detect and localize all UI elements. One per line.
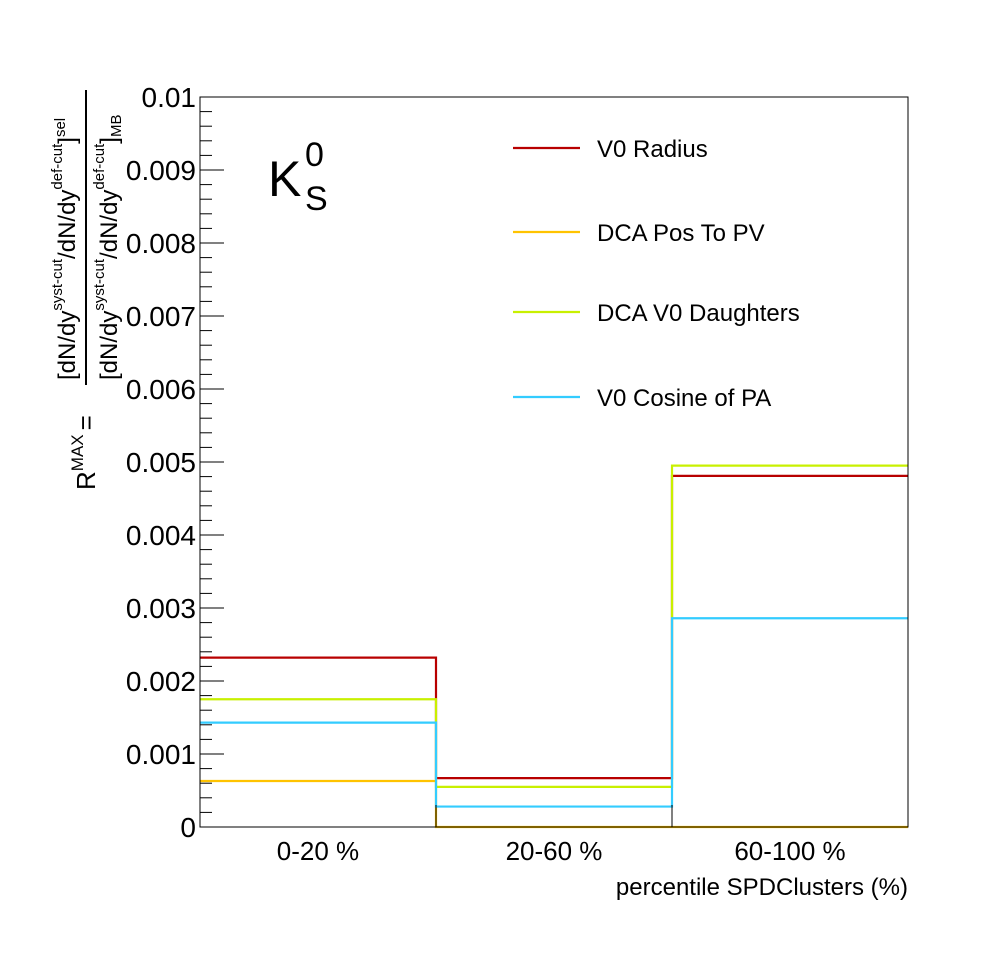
- particle-label-main: K: [268, 151, 301, 207]
- legend-label-0: V0 Radius: [597, 136, 708, 163]
- y-title-den-sup2: def-cut: [91, 143, 108, 190]
- particle-label: K 0 S: [268, 136, 328, 218]
- x-category-label: 20-60 %: [506, 836, 603, 866]
- x-axis-title: percentile SPDClusters (%): [616, 874, 908, 901]
- y-title-prefix: R: [71, 471, 101, 490]
- legend-label-1: DCA Pos To PV: [597, 220, 765, 247]
- y-title-equals: =: [71, 415, 101, 430]
- series-line-0: [200, 474, 908, 780]
- svg-text:[dN/dysyst-cut/dN/dydef-cut]se: [dN/dysyst-cut/dN/dydef-cut]sel: [49, 118, 81, 380]
- x-category-label: 0-20 %: [277, 836, 359, 866]
- y-tick-label: 0.007: [126, 301, 196, 332]
- legend-label-3: V0 Cosine of PA: [597, 385, 771, 412]
- x-category-label: 60-100 %: [734, 836, 845, 866]
- y-title-num-sup1: syst-cut: [49, 258, 66, 311]
- y-tick-label: 0.006: [126, 374, 196, 405]
- y-title-num-close: ]: [54, 137, 81, 144]
- particle-label-sup: 0: [305, 136, 324, 174]
- y-tick-label: 0.004: [126, 520, 196, 551]
- y-title-prefix-sup: MAX: [68, 434, 87, 471]
- y-tick-label: 0.01: [142, 82, 197, 113]
- y-axis-title: RMAX= [dN/dysyst-cut/dN/dydef-cut]sel [d…: [49, 90, 125, 490]
- legend: V0 Radius DCA Pos To PV DCA V0 Daughters V0…: [513, 136, 800, 412]
- particle-label-sub: S: [305, 180, 328, 218]
- y-title-den: [dN/dy: [96, 311, 123, 380]
- svg-text:[dN/dysyst-cut/dN/dydef-cut]MB: [dN/dysyst-cut/dN/dydef-cut]MB: [91, 115, 125, 380]
- y-axis-tick-labels: 0 0.001 0.002 0.003 0.004 0.005 0.006 0.007 0.00…: [126, 82, 196, 843]
- y-tick-label: 0.001: [126, 739, 196, 770]
- y-tick-label: 0.008: [126, 228, 196, 259]
- x-axis-category-labels: 0-20 % 20-60 % 60-100 %: [277, 836, 846, 866]
- y-title-den-sup1: syst-cut: [91, 258, 108, 311]
- legend-label-2: DCA V0 Daughters: [597, 300, 800, 327]
- y-title-den-mid: /dN/dy: [96, 190, 123, 259]
- y-title-den-close: ]: [96, 137, 123, 144]
- y-axis-ticks: [200, 96, 673, 828]
- y-tick-label: 0.002: [126, 666, 196, 697]
- series-line-2: [200, 464, 908, 788]
- y-tick-label: 0.005: [126, 447, 196, 478]
- svg-text:RMAX=: RMAX =: [68, 415, 101, 490]
- series-line-3: [200, 617, 908, 808]
- y-title-num-sup2: def-cut: [49, 143, 66, 190]
- y-title-num-mid: /dN/dy: [54, 190, 81, 259]
- y-tick-label: 0: [180, 812, 196, 843]
- y-title-num-sub: sel: [52, 118, 69, 137]
- y-title-num: [dN/dy: [54, 311, 81, 380]
- y-tick-label: 0.003: [126, 593, 196, 624]
- y-tick-label: 0.009: [126, 155, 196, 186]
- y-title-den-sub: MB: [108, 115, 125, 138]
